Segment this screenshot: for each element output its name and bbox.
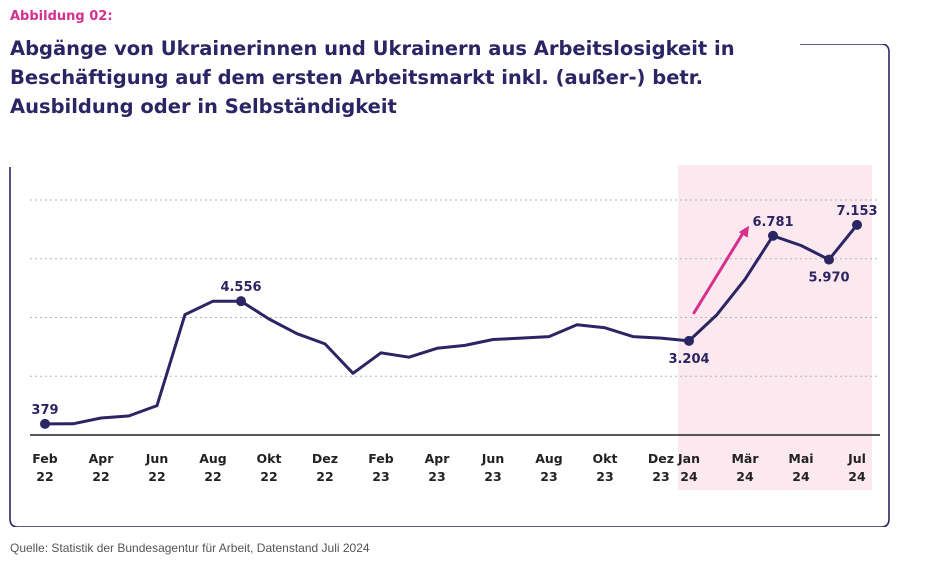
x-tick-label-month: Jun (481, 451, 504, 466)
source-note: Quelle: Statistik der Bundesagentur für … (10, 541, 370, 555)
x-tick-label-year: 24 (848, 469, 866, 484)
x-tick-label-month: Okt (593, 451, 618, 466)
x-tick-label-month: Feb (368, 451, 394, 466)
x-tick-label-month: Jul (847, 451, 866, 466)
data-point (852, 219, 862, 230)
data-label: 7.153 (836, 204, 877, 219)
x-tick-label-year: 22 (92, 469, 109, 484)
x-tick-label-year: 22 (260, 469, 277, 484)
x-tick-label-year: 22 (148, 469, 165, 484)
x-tick-label-year: 24 (680, 469, 698, 484)
x-tick-label-month: Mär (731, 451, 759, 466)
x-tick-label-month: Jan (677, 451, 700, 466)
data-label: 6.781 (752, 215, 793, 230)
x-tick-label-year: 22 (36, 469, 53, 484)
chart-frame (9, 44, 890, 527)
chart-title: Abgänge von Ukrainerinnen und Ukrainern … (10, 37, 735, 118)
x-tick-label-year: 24 (792, 469, 810, 484)
data-label: 4.556 (220, 280, 261, 295)
x-tick-label-year: 23 (484, 469, 501, 484)
data-point (40, 418, 50, 429)
x-tick-label-month: Apr (425, 451, 451, 466)
x-tick-label-year: 23 (652, 469, 669, 484)
data-point (684, 335, 694, 346)
x-tick-label-year: 23 (540, 469, 557, 484)
data-label: 3.204 (668, 352, 709, 367)
x-tick-label-month: Aug (535, 451, 563, 466)
x-tick-label-month: Dez (312, 451, 338, 466)
series-line (43, 223, 859, 426)
data-label: 379 (31, 403, 58, 418)
frame-border (9, 44, 890, 527)
x-tick-label-month: Aug (199, 451, 227, 466)
x-tick-label-month: Feb (32, 451, 58, 466)
data-point (824, 254, 834, 265)
data-point (768, 230, 778, 241)
trend-arrow-head-icon (738, 225, 749, 238)
highlight-band (678, 165, 872, 490)
data-label: 5.970 (808, 271, 849, 286)
trend-arrow-icon (692, 228, 747, 315)
x-tick-label-month: Apr (89, 451, 115, 466)
x-tick-label-year: 24 (736, 469, 754, 484)
x-tick-label-year: 23 (372, 469, 389, 484)
data-point (236, 296, 246, 307)
figure-label: Abbildung 02: (10, 9, 113, 24)
x-tick-label-year: 23 (428, 469, 445, 484)
x-tick-label-month: Okt (257, 451, 282, 466)
x-tick-label-year: 23 (596, 469, 613, 484)
x-tick-label-year: 22 (316, 469, 333, 484)
x-tick-label-year: 22 (204, 469, 221, 484)
x-tick-label-month: Jun (145, 451, 168, 466)
x-tick-label-month: Dez (648, 451, 674, 466)
x-tick-label-month: Mai (788, 451, 813, 466)
